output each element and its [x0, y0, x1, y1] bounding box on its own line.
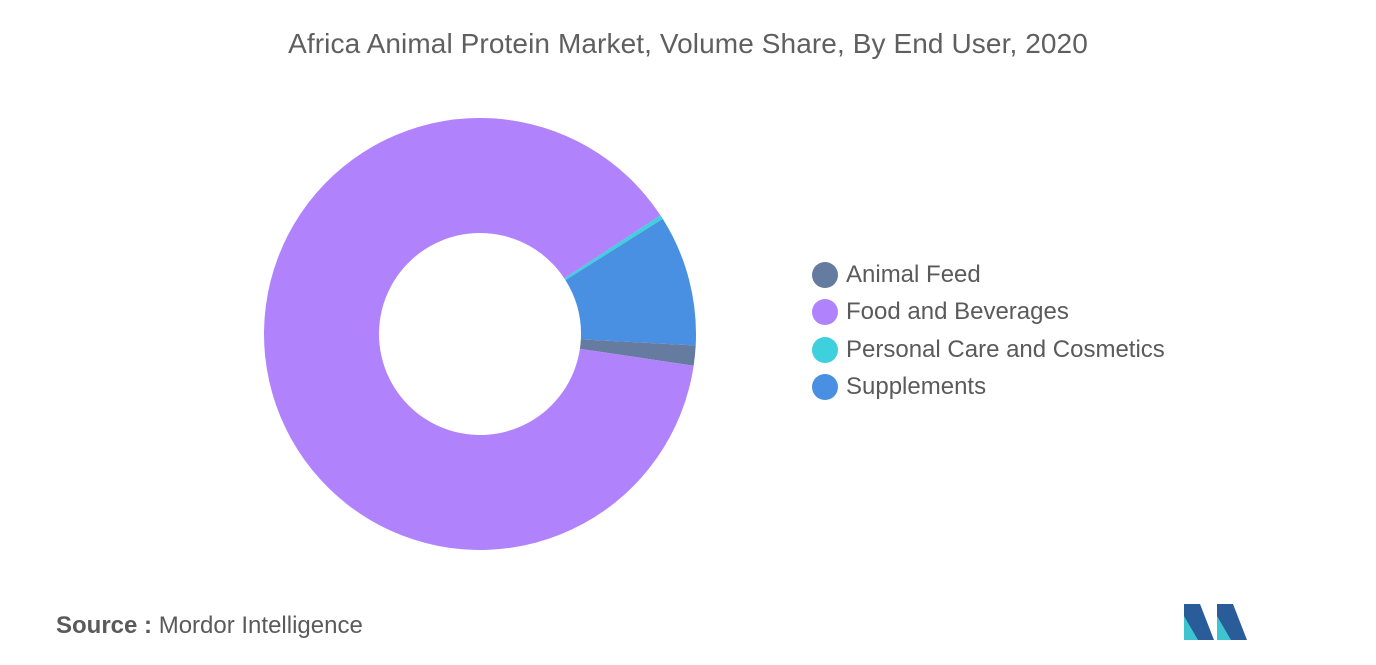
legend-item-personal-care-and-cosmetics: Personal Care and Cosmetics: [812, 331, 1165, 369]
legend-swatch-animal-feed: [812, 261, 838, 288]
source-value: Mordor Intelligence: [158, 612, 363, 639]
legend-swatch-personal-care-and-cosmetics: [812, 336, 838, 363]
legend-label-supplements: Supplements: [846, 373, 987, 401]
source-key: Source :: [56, 612, 153, 639]
legend-swatch-supplements: [812, 374, 838, 401]
legend-item-animal-feed: Animal Feed: [812, 256, 1165, 294]
slice-animal-feed: [579, 339, 696, 366]
donut-slices: [263, 118, 696, 550]
legend-item-supplements: Supplements: [812, 369, 1165, 407]
legend-label-personal-care-and-cosmetics: Personal Care and Cosmetics: [846, 335, 1165, 363]
slice-food-and-beverages: [263, 118, 694, 550]
mordor-intelligence-logo-icon: [1184, 604, 1247, 640]
legend-label-food-and-beverages: Food and Beverages: [846, 298, 1069, 326]
chart-legend: Animal Feed Food and Beverages Personal Ca…: [812, 256, 1165, 406]
legend-swatch-food-and-beverages: [812, 299, 838, 326]
source-note: Source : Mordor Intelligence: [56, 612, 363, 640]
legend-label-animal-feed: Animal Feed: [846, 260, 981, 288]
legend-item-food-and-beverages: Food and Beverages: [812, 294, 1165, 332]
slice-supplements: [565, 218, 696, 346]
logo-shape-left-accent: [1184, 616, 1198, 640]
slice-personal-care-and-cosmetics: [564, 215, 663, 281]
logo-shape-right-accent: [1217, 616, 1231, 640]
chart-title: Africa Animal Protein Market, Volume Sha…: [288, 28, 1088, 59]
